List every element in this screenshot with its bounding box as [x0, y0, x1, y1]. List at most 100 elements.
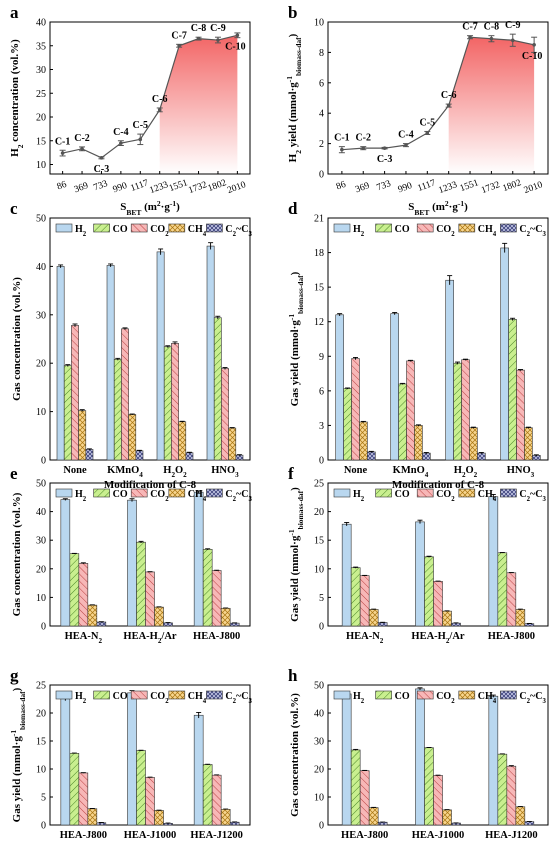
bar-CH4 [220, 809, 231, 826]
point-label: C-3 [94, 164, 110, 175]
point-label: C-7 [171, 30, 187, 41]
x-tick-label: HEA-N2 [65, 631, 103, 645]
y-tick-label: 20 [36, 359, 46, 370]
data-point [340, 147, 344, 152]
x-axis-label: SBET (m2·g-1) [120, 199, 180, 217]
bar-CH4 [359, 421, 368, 461]
bar-CO [343, 388, 352, 461]
panel-g: 0 5 10 15 20 25 HEA-J800 HEA-J1000 HEA-J1200 H2 CO… [9, 666, 253, 841]
legend-swatch-CH4 [168, 488, 186, 498]
legend-label: H2 [75, 691, 87, 705]
x-tick-label: 1117 [129, 178, 150, 194]
x-tick-label: HEA-J800 [193, 631, 240, 642]
bar-CO2 [171, 343, 179, 461]
bar-CH4 [87, 808, 98, 826]
bar-CO2 [506, 765, 517, 826]
y-tick-label: 10 [314, 793, 324, 804]
bar-CO [202, 549, 213, 627]
series-line [62, 34, 238, 159]
bar-CO [69, 553, 80, 627]
bar-C2C3 [477, 452, 486, 461]
y-tick-label: 10 [36, 593, 46, 604]
legend-swatch-C2C3 [206, 690, 223, 700]
point-label: C-9 [505, 20, 521, 31]
bar-CO [69, 753, 80, 826]
y-tick-label: 30 [36, 65, 46, 76]
point-label: C-4 [398, 130, 414, 141]
legend-swatch-H2 [55, 223, 73, 233]
point-label: C-10 [225, 41, 246, 52]
bar-CO2 [506, 572, 517, 627]
y-tick-label: 4 [319, 109, 324, 120]
panel-f: 0 5 10 15 20 25 HEA-N2 HEA-H2/Ar HEA-J800 H2 CO CO2… [287, 464, 549, 645]
x-tick-label: HNO3 [507, 465, 535, 479]
legend-swatch-CO2 [416, 690, 434, 700]
x-tick-label: 1233 [437, 180, 459, 196]
bar-C2C3 [229, 821, 240, 826]
data-point [404, 143, 408, 147]
legend-swatch-C2C3 [500, 223, 517, 233]
legend-swatch-C2C3 [206, 488, 223, 498]
bar-H2 [106, 265, 115, 461]
y-tick-label: 15 [36, 737, 46, 748]
bar-CO2 [433, 775, 443, 826]
data-point [138, 137, 143, 142]
legend-label: H2 [75, 224, 87, 238]
y-tick-label: 10 [36, 407, 46, 418]
bar-CO2 [78, 563, 89, 627]
y-tick-label: 20 [36, 564, 46, 575]
x-tick-label: 733 [92, 179, 109, 193]
x-tick-label: HEA-H2/Ar [411, 631, 464, 645]
x-tick-label: HEA-J1200 [485, 830, 538, 841]
x-axis-label: SBET (m2·g-1) [408, 199, 468, 217]
y-tick-label: 20 [36, 709, 46, 720]
x-tick-label: 1732 [187, 180, 209, 196]
y-tick-label: 12 [314, 317, 324, 328]
legend-label: CO2 [436, 691, 455, 705]
legend-label: C2~C3 [519, 224, 546, 238]
legend-label: CO2 [436, 224, 455, 238]
legend-label: CH4 [478, 691, 497, 705]
legend-label: C2~C3 [519, 691, 546, 705]
y-tick-label: 3 [319, 421, 324, 432]
bar-CH4 [154, 606, 164, 627]
bar-H2 [341, 693, 352, 826]
legend-swatch-H2 [333, 488, 351, 498]
bar-CO2 [211, 570, 222, 627]
bar-H2 [335, 314, 344, 461]
legend-label: CO [113, 489, 128, 500]
point-label: C-5 [133, 120, 149, 131]
bar-CH4 [368, 609, 379, 627]
y-tick-label: 0 [41, 456, 46, 467]
legend-swatch-C2C3 [500, 690, 517, 700]
bar-CO2 [359, 575, 370, 627]
bar-H2 [415, 688, 425, 826]
bar-CH4 [414, 425, 423, 461]
y-tick-label: 15 [314, 536, 324, 547]
y-tick-label: 6 [319, 78, 324, 89]
bar-CO2 [145, 571, 155, 627]
legend-swatch-CO [375, 223, 392, 233]
data-point [361, 146, 366, 150]
x-tick-label: 369 [354, 181, 371, 195]
y-tick-label: 6 [319, 386, 324, 397]
legend-swatch-CO2 [416, 223, 434, 233]
y-tick-label: 10 [314, 564, 324, 575]
bar-C2C3 [524, 821, 535, 826]
data-point [216, 38, 220, 42]
x-tick-label: 369 [73, 181, 90, 195]
bar-H2 [341, 523, 352, 627]
area-fill [448, 37, 535, 175]
legend-swatch-CH4 [458, 690, 476, 700]
legend-swatch-CH4 [168, 223, 186, 233]
point-label: C-2 [355, 133, 371, 144]
y-tick-label: 5 [41, 793, 46, 804]
point-label: C-10 [522, 51, 543, 62]
legend-swatch-CO [375, 488, 392, 498]
legend-swatch-CH4 [458, 223, 476, 233]
plot-frame [49, 217, 251, 461]
panel-letter: f [288, 464, 294, 483]
bar-CO2 [71, 325, 79, 461]
x-tick-label: HEA-J1000 [412, 830, 465, 841]
bar-C2C3 [163, 622, 173, 627]
